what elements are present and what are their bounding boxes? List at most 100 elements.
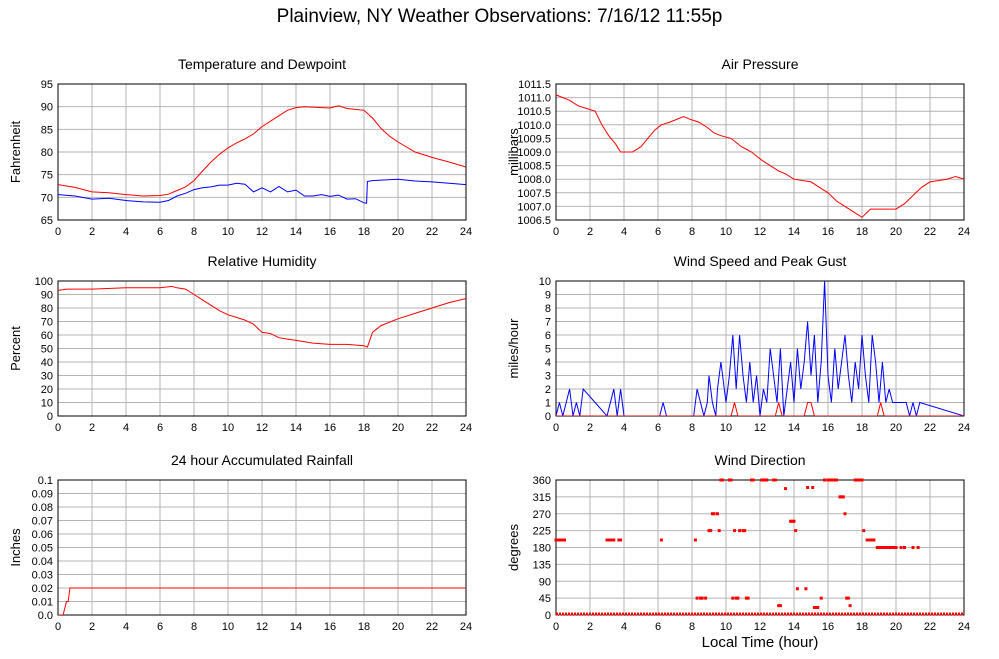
y-tick-label: 4	[545, 357, 551, 369]
x-tick-label: 14	[290, 621, 302, 633]
x-tick-label: 2	[587, 422, 593, 434]
direction-point	[826, 478, 830, 482]
y-tick-label: 2	[545, 384, 551, 396]
x-tick-label: 14	[788, 422, 800, 434]
x-tick-label: 14	[788, 621, 800, 633]
direction-point	[750, 478, 753, 482]
direction-point	[841, 495, 845, 499]
direction-point	[561, 538, 565, 542]
y-tick-label: 0	[47, 411, 53, 423]
direction-point	[777, 604, 781, 608]
x-tick-label: 24	[958, 422, 970, 434]
y-tick-label: 0.03	[32, 570, 53, 582]
y-tick-label: 80	[41, 147, 53, 159]
direction-point	[823, 478, 827, 482]
direction-point	[760, 478, 764, 482]
direction-point	[738, 529, 742, 533]
series-line-blue	[58, 178, 466, 204]
y-tick-label: 315	[533, 492, 551, 504]
x-tick-label: 20	[392, 226, 404, 238]
y-tick-label: 7	[545, 317, 551, 329]
direction-point	[746, 596, 750, 600]
direction-point	[828, 478, 832, 482]
y-tick-label: 40	[41, 357, 53, 369]
chart-rainfall: 0 2 4 6 8 10 12 14 16 18 20 22 240.00.010.020.030.04…	[8, 452, 472, 633]
x-tick-label: 20	[890, 226, 902, 238]
x-tick-label: 2	[89, 621, 95, 633]
direction-point	[829, 478, 833, 482]
x-tick-label: 2	[587, 621, 593, 633]
direction-point	[811, 486, 815, 489]
x-tick-label: 8	[191, 621, 197, 633]
y-tick-label: 20	[41, 384, 53, 396]
y-tick-label: 60	[41, 330, 53, 342]
x-tick-label: 10	[720, 226, 732, 238]
direction-point	[835, 478, 838, 482]
direction-point	[795, 587, 799, 591]
direction-point	[619, 538, 623, 542]
direction-point	[792, 519, 796, 523]
y-tick-label: 90	[539, 576, 551, 588]
x-tick-label: 22	[924, 621, 936, 633]
direction-point	[855, 478, 859, 482]
y-tick-label: 0.05	[32, 543, 53, 555]
direction-point	[790, 519, 794, 523]
x-tick-label: 22	[426, 226, 438, 238]
panel-title: Wind Direction	[714, 452, 805, 468]
x-tick-label: 10	[720, 621, 732, 633]
y-tick-label: 1008.0	[517, 174, 551, 186]
y-tick-label: 0.04	[32, 556, 53, 568]
direction-point	[794, 529, 798, 533]
x-tick-label: 20	[890, 422, 902, 434]
direction-point	[612, 538, 616, 542]
y-tick-label: 0.0	[38, 610, 53, 622]
direction-point	[875, 546, 879, 549]
panel-title: Wind Speed and Peak Gust	[674, 253, 847, 269]
y-tick-label: 10	[41, 398, 53, 410]
direction-point	[721, 478, 725, 482]
x-tick-label: 16	[324, 422, 336, 434]
y-tick-label: 0.06	[32, 529, 53, 541]
y-axis-label: degrees	[506, 524, 521, 571]
direction-point	[778, 604, 782, 608]
x-tick-label: 12	[256, 621, 268, 633]
y-tick-label: 1007.0	[517, 201, 551, 213]
direction-point	[833, 478, 837, 482]
panel-title: Relative Humidity	[208, 253, 317, 269]
x-tick-label: 4	[123, 422, 129, 434]
x-tick-label: 0	[553, 621, 559, 633]
x-tick-label: 12	[754, 621, 766, 633]
y-tick-label: 0.08	[32, 502, 53, 514]
y-tick-label: 1007.5	[517, 188, 551, 200]
x-tick-label: 4	[123, 226, 129, 238]
direction-point	[857, 478, 861, 482]
direction-point	[845, 596, 849, 600]
x-tick-label: 18	[856, 422, 868, 434]
y-tick-label: 100	[35, 276, 53, 288]
y-axis-label: Inches	[8, 528, 23, 567]
y-tick-label: 45	[539, 593, 551, 605]
x-tick-label: 24	[460, 621, 472, 633]
plot-frame	[555, 83, 965, 221]
y-tick-label: 30	[41, 371, 53, 383]
direction-point	[700, 596, 704, 600]
direction-point	[899, 546, 903, 549]
direction-point	[729, 478, 733, 482]
direction-point	[734, 596, 738, 600]
y-tick-label: 5	[545, 344, 551, 356]
x-tick-label: 24	[460, 226, 472, 238]
y-tick-label: 1011.0	[518, 93, 551, 105]
direction-point	[716, 512, 719, 516]
x-tick-label: 12	[256, 422, 268, 434]
y-tick-label: 50	[41, 344, 53, 356]
y-tick-label: 135	[533, 559, 551, 571]
direction-point	[831, 478, 835, 482]
x-tick-label: 22	[426, 621, 438, 633]
x-tick-label: 16	[822, 422, 834, 434]
x-tick-label: 18	[358, 621, 370, 633]
y-tick-label: 6	[545, 330, 551, 342]
direction-point	[743, 529, 747, 533]
x-tick-label: 10	[222, 621, 234, 633]
x-tick-label: 12	[754, 226, 766, 238]
x-tick-label: 16	[822, 226, 834, 238]
